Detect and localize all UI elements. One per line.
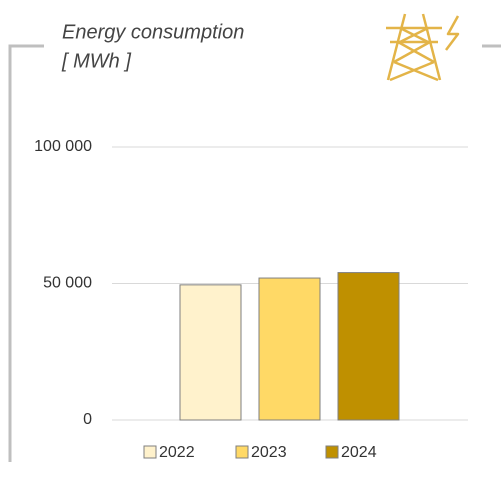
legend-swatch [325, 445, 339, 459]
y-tick-label: 0 [83, 411, 92, 428]
legend-swatch [143, 445, 157, 459]
frame-left [8, 44, 44, 462]
bar [258, 277, 321, 421]
frame [8, 44, 501, 462]
legend-label: 2022 [159, 444, 195, 461]
chart-unit: [ MWh ] [61, 50, 131, 72]
pylon-icon [386, 13, 460, 82]
legend-swatch [235, 445, 249, 459]
chart-title: Energy consumption [62, 21, 244, 43]
y-tick-label: 100 000 [34, 138, 92, 155]
bar [337, 272, 400, 421]
legend-label: 2024 [341, 444, 377, 461]
y-tick-label: 50 000 [43, 275, 92, 292]
bar [179, 284, 242, 421]
legend-label: 2023 [251, 444, 287, 461]
